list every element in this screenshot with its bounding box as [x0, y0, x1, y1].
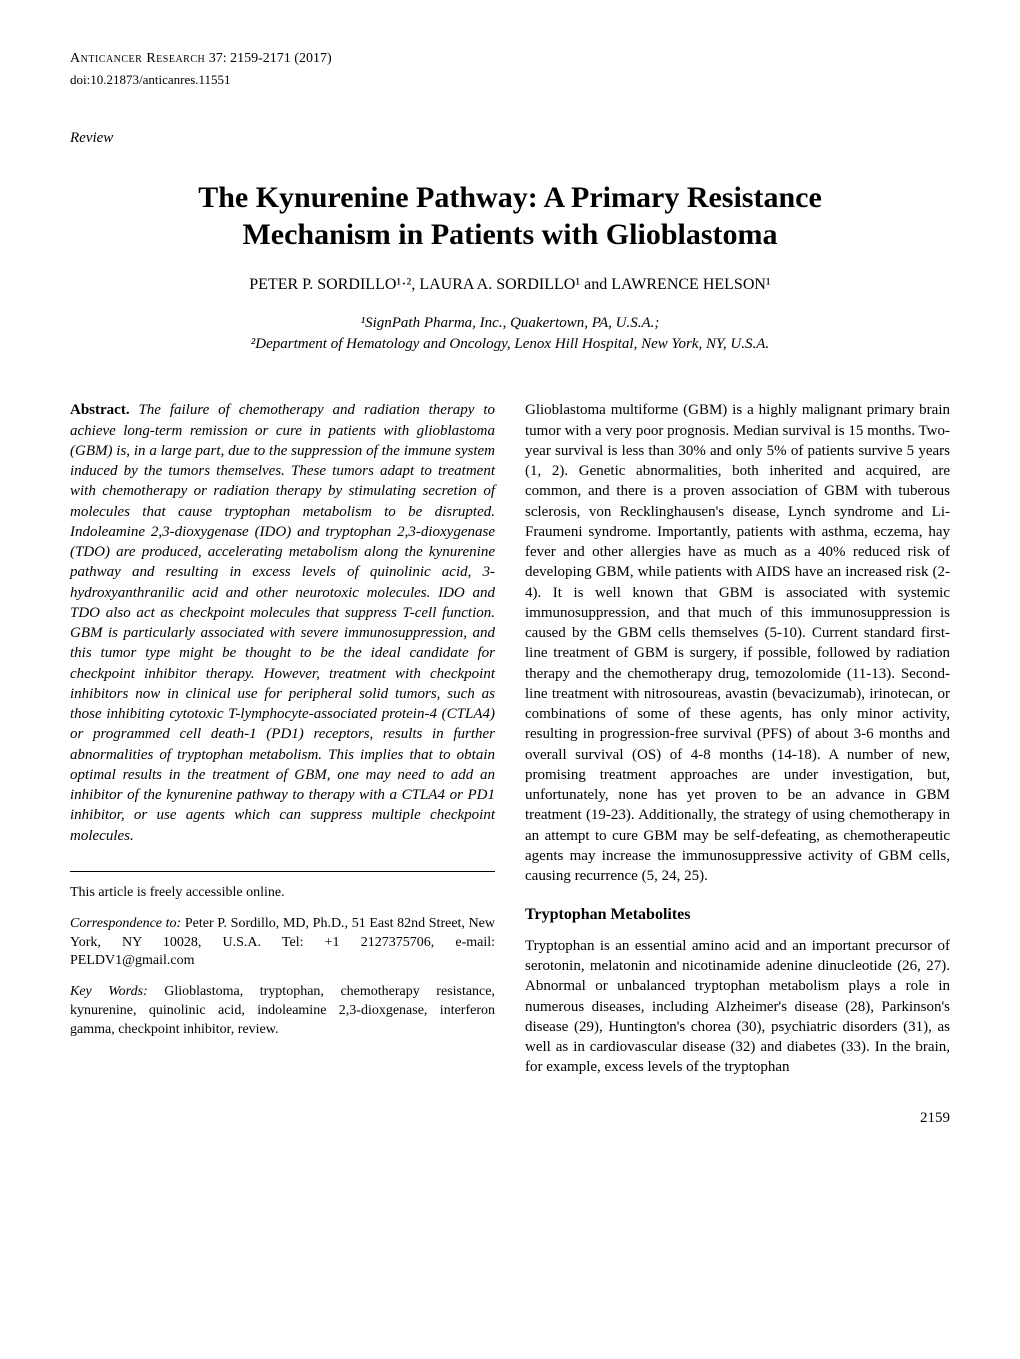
- correspondence-label: Correspondence to:: [70, 916, 181, 931]
- abstract: Abstract. The failure of chemotherapy an…: [70, 400, 495, 846]
- keywords-label: Key Words:: [70, 984, 148, 999]
- footer-divider: [70, 871, 495, 872]
- affiliation-1: ¹SignPath Pharma, Inc., Quakertown, PA, …: [361, 315, 660, 331]
- authors: PETER P. SORDILLO¹·², LAURA A. SORDILLO¹…: [70, 274, 950, 296]
- title-line-2: Mechanism in Patients with Glioblastoma: [242, 218, 777, 251]
- article-title: The Kynurenine Pathway: A Primary Resist…: [70, 179, 950, 254]
- affiliations: ¹SignPath Pharma, Inc., Quakertown, PA, …: [70, 313, 950, 355]
- journal-name: Anticancer Research: [70, 51, 205, 66]
- introduction-paragraph: Glioblastoma multiforme (GBM) is a highl…: [525, 400, 950, 886]
- right-column: Glioblastoma multiforme (GBM) is a highl…: [525, 400, 950, 1077]
- journal-volume: 37: 2159-2171 (2017): [205, 51, 331, 66]
- title-line-1: The Kynurenine Pathway: A Primary Resist…: [198, 181, 822, 214]
- article-type: Review: [70, 128, 950, 148]
- abstract-label: Abstract.: [70, 402, 130, 418]
- page-number: 2159: [70, 1108, 950, 1128]
- affiliation-2: ²Department of Hematology and Oncology, …: [251, 336, 769, 352]
- journal-header: Anticancer Research 37: 2159-2171 (2017): [70, 50, 950, 69]
- section-heading-tryptophan: Tryptophan Metabolites: [525, 904, 950, 926]
- doi: doi:10.21873/anticanres.11551: [70, 71, 950, 89]
- abstract-body: The failure of chemotherapy and radiatio…: [70, 402, 495, 843]
- two-column-layout: Abstract. The failure of chemotherapy an…: [70, 400, 950, 1077]
- keywords: Key Words: Glioblastoma, tryptophan, che…: [70, 983, 495, 1040]
- open-access-note: This article is freely accessible online…: [70, 884, 495, 903]
- section-body-tryptophan: Tryptophan is an essential amino acid an…: [525, 936, 950, 1078]
- left-column: Abstract. The failure of chemotherapy an…: [70, 400, 495, 1077]
- correspondence: Correspondence to: Peter P. Sordillo, MD…: [70, 915, 495, 972]
